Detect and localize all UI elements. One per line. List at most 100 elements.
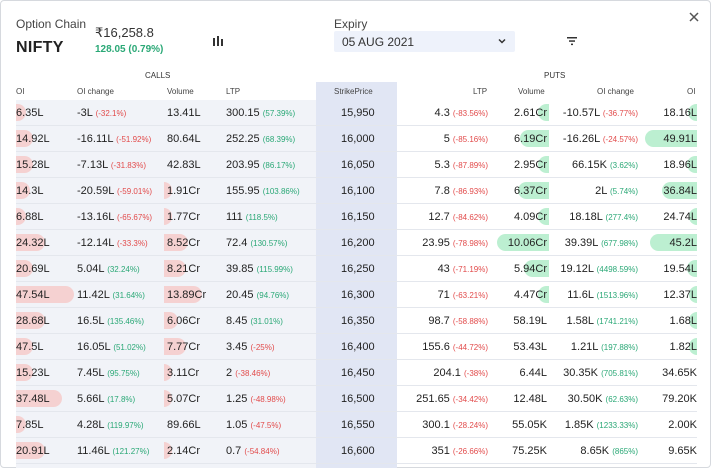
put-oi-change[interactable]: 39.39L (677.98%) — [565, 230, 638, 256]
put-oi[interactable]: 36.84L — [663, 178, 697, 204]
call-oi[interactable]: 6.88L — [16, 204, 44, 230]
call-volume[interactable]: 89.66L — [167, 412, 201, 438]
put-volume[interactable]: 75.25K — [512, 438, 547, 464]
call-oi-change[interactable]: -13.16L (-65.67%) — [77, 204, 152, 230]
call-oi-change[interactable]: 11.42L (31.64%) — [77, 282, 145, 308]
put-volume[interactable]: 4.47Cr — [514, 282, 547, 308]
call-oi[interactable]: 28.68L — [16, 308, 50, 334]
put-volume[interactable]: 10.06Cr — [508, 230, 547, 256]
put-oi[interactable]: 79.20K — [662, 386, 697, 412]
table-row[interactable]: 47.5L 16.05L (51.02%) 7.77Cr 3.45 (-25%) 16,… — [1, 334, 711, 360]
strike-price[interactable]: 16,600 — [341, 438, 375, 464]
put-oi-change[interactable]: -10.57L (-36.77%) — [563, 100, 638, 126]
put-oi-change[interactable]: 2L (5.74%) — [595, 178, 638, 204]
call-ltp[interactable]: 0.7 (-54.84%) — [226, 438, 279, 464]
put-oi[interactable]: 45.2L — [669, 230, 697, 256]
call-ltp[interactable]: 155.95 (103.86%) — [226, 178, 300, 204]
put-oi[interactable]: 1.68L — [669, 308, 697, 334]
table-row[interactable]: 28.68L 16.5L (135.46%) 6.06Cr 8.45 (31.01%)… — [1, 308, 711, 334]
table-row[interactable]: 6.88L -13.16L (-65.67%) 1.77Cr 111 (118.5%)… — [1, 204, 711, 230]
col-header-oi-change-put[interactable]: OI change — [597, 87, 634, 96]
put-oi-change[interactable]: 1.21L (197.88%) — [571, 334, 638, 360]
put-ltp[interactable]: 98.7 (-58.88%) — [428, 308, 488, 334]
close-icon[interactable] — [687, 10, 703, 26]
put-oi-change[interactable]: -16.26L (-24.57%) — [563, 126, 638, 152]
call-oi[interactable]: 24.32L — [16, 230, 50, 256]
call-volume[interactable]: 42.83L — [167, 152, 201, 178]
call-ltp[interactable]: 300.15 (57.39%) — [226, 100, 295, 126]
call-ltp[interactable]: 1.05 (-47.5%) — [226, 412, 281, 438]
put-ltp[interactable]: 5.3 (-87.89%) — [435, 152, 488, 178]
call-oi[interactable]: 15.23L — [16, 360, 50, 386]
call-volume[interactable]: 5.07Cr — [167, 386, 200, 412]
put-ltp[interactable]: 300.1 (-28.24%) — [422, 412, 488, 438]
put-oi[interactable]: 18.96L — [663, 152, 697, 178]
call-oi[interactable]: 14.3L — [16, 178, 44, 204]
call-oi-change[interactable]: -20.59L (-59.01%) — [77, 178, 152, 204]
call-ltp[interactable]: 203.95 (86.17%) — [226, 152, 295, 178]
put-volume[interactable]: 2.95Cr — [514, 152, 547, 178]
table-row[interactable]: 7.85L 4.28L (119.97%) 89.66L 1.05 (-47.5%) 1… — [1, 412, 711, 438]
col-header-volume-put[interactable]: Volume — [518, 87, 545, 96]
table-row[interactable]: 20.91L 11.46L (121.27%) 2.14Cr 0.7 (-54.84%… — [1, 438, 711, 464]
bar-chart-icon[interactable] — [208, 31, 228, 51]
table-row[interactable]: 14.3L -20.59L (-59.01%) 1.91Cr 155.95 (103.… — [1, 178, 711, 204]
strike-price[interactable]: 16,100 — [341, 178, 375, 204]
put-oi[interactable]: 18.16L — [663, 100, 697, 126]
put-oi-change[interactable]: 1.58L (1741.21%) — [566, 308, 638, 334]
strike-price[interactable]: 16,000 — [341, 126, 375, 152]
call-oi-change[interactable]: -12.14L (-33.3%) — [77, 230, 148, 256]
call-volume[interactable]: 8.21Cr — [167, 256, 200, 282]
call-volume[interactable]: 1.77Cr — [167, 204, 200, 230]
col-header-oi[interactable]: OI — [16, 87, 25, 96]
strike-price[interactable]: 16,050 — [341, 152, 375, 178]
put-oi[interactable]: 1.82L — [669, 334, 697, 360]
call-oi[interactable]: 15.28L — [16, 152, 50, 178]
call-oi-change[interactable]: 4.28L (119.97%) — [77, 412, 144, 438]
call-oi-change[interactable]: -16.11L (-51.92%) — [77, 126, 151, 152]
put-ltp[interactable]: 251.65 (-34.42%) — [416, 386, 488, 412]
strike-price[interactable]: 16,450 — [341, 360, 375, 386]
call-volume[interactable]: 80.64L — [167, 126, 201, 152]
put-ltp[interactable]: 155.6 (-44.72%) — [422, 334, 488, 360]
put-volume[interactable]: 6.37Cr — [514, 178, 547, 204]
call-oi[interactable]: 47.54L — [16, 282, 50, 308]
table-row[interactable]: 15.23L 7.45L (95.75%) 3.11Cr 2 (-38.46%) 16,… — [1, 360, 711, 386]
strike-price[interactable]: 16,200 — [341, 230, 375, 256]
put-oi[interactable]: 34.65K — [662, 360, 697, 386]
call-volume[interactable]: 1.91Cr — [167, 178, 200, 204]
put-volume[interactable]: 58.19L — [513, 308, 547, 334]
strike-price[interactable]: 16,350 — [341, 308, 375, 334]
call-ltp[interactable]: 3.45 (-25%) — [226, 334, 275, 360]
put-oi[interactable]: 9.65K — [668, 438, 697, 464]
call-oi[interactable]: 20.69L — [16, 256, 50, 282]
table-row[interactable]: 14.92L -16.11L (-51.92%) 80.64L 252.25 (68.… — [1, 126, 711, 152]
table-row[interactable]: 24.32L -12.14L (-33.3%) 8.52Cr 72.4 (130.57… — [1, 230, 711, 256]
call-oi[interactable]: 6.35L — [16, 100, 44, 126]
strike-price[interactable]: 16,500 — [341, 386, 375, 412]
put-ltp[interactable]: 43 (-71.19%) — [438, 256, 488, 282]
col-header-strike[interactable]: StrikePrice — [334, 87, 373, 96]
strike-price[interactable]: 15,950 — [341, 100, 375, 126]
symbol-name[interactable]: NIFTY — [16, 39, 64, 56]
call-ltp[interactable]: 2 (-38.46%) — [226, 360, 270, 386]
put-volume[interactable]: 2.61Cr — [514, 100, 547, 126]
call-ltp[interactable]: 252.25 (68.39%) — [226, 126, 295, 152]
put-volume[interactable]: 53.43L — [513, 334, 547, 360]
put-volume[interactable]: 12.48L — [513, 386, 547, 412]
col-header-oi-change[interactable]: OI change — [77, 87, 114, 96]
call-volume[interactable]: 3.11Cr — [167, 360, 199, 386]
call-oi-change[interactable]: 11.46L (121.27%) — [77, 438, 149, 464]
put-oi-change[interactable]: 1.85K (1233.33%) — [565, 412, 638, 438]
put-oi[interactable]: 12.37L — [663, 282, 697, 308]
table-row[interactable]: 6.35L -3L (-32.1%) 13.41L 300.15 (57.39%) 15… — [1, 100, 711, 126]
strike-price[interactable]: 16,150 — [341, 204, 375, 230]
call-volume[interactable]: 8.52Cr — [167, 230, 200, 256]
strike-price[interactable]: 16,300 — [341, 282, 375, 308]
table-row[interactable]: 15.28L -7.13L (-31.83%) 42.83L 203.95 (86.1… — [1, 152, 711, 178]
expiry-select[interactable]: 05 AUG 2021 — [334, 31, 515, 52]
call-oi-change[interactable]: -7.13L (-31.83%) — [77, 152, 146, 178]
call-ltp[interactable]: 111 (118.5%) — [226, 204, 278, 230]
call-volume[interactable]: 7.77Cr — [167, 334, 200, 360]
put-oi-change[interactable]: 11.6L (1513.96%) — [567, 282, 638, 308]
